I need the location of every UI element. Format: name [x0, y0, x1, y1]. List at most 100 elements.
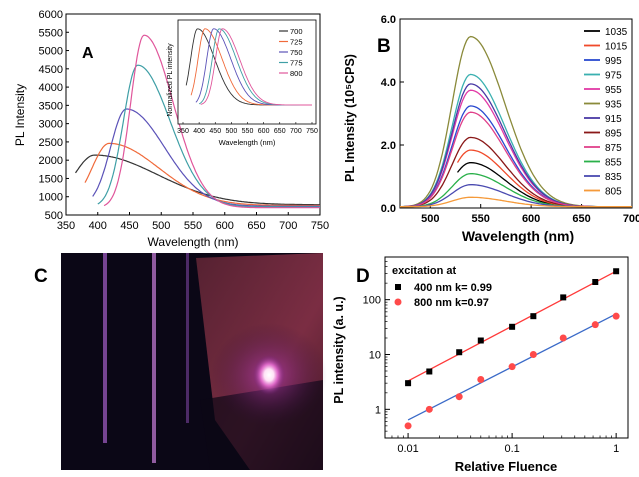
panel-b-legend-label: 895 [605, 129, 622, 140]
inset-series-line [200, 28, 312, 106]
panel-a-x-tick-label: 550 [184, 220, 202, 232]
panel-a-y-tick-label: 2500 [39, 137, 63, 149]
inset-x-tick-label: 750 [306, 128, 318, 135]
panel-b-legend-label: 955 [605, 85, 622, 96]
inset-y-axis-label: Normalized PL intensity [167, 43, 174, 117]
panel-a-inset: 350 400 450 500 550 600 650 700 750 700725750775… [167, 19, 318, 147]
panel-d-data-point [477, 337, 484, 344]
panel-a-x-tick-label: 750 [311, 220, 329, 232]
panel-a-series-line [84, 142, 320, 207]
panel-a-y-tick-label: 5500 [39, 27, 63, 39]
inset-x-tick-label: 450 [209, 128, 221, 135]
panel-d-y-tick-label: 100 [363, 295, 381, 307]
panel-d-frame [384, 256, 629, 439]
glowing-sample-icon [253, 355, 285, 395]
panel-b-legend-label: 805 [605, 187, 622, 198]
inset-legend-label: 725 [290, 38, 303, 47]
panel-a-y-tick-label: 5000 [39, 46, 63, 58]
panel-d-x-axis-label: Relative Fluence [455, 459, 558, 474]
panel-b-series-line [400, 35, 632, 208]
panel-a-y-tick-label: 3500 [39, 100, 63, 112]
inset-frame [177, 19, 317, 125]
panel-d-data-point [529, 350, 537, 358]
panel-d-data-point [455, 393, 463, 401]
inset-legend-label: 750 [290, 48, 303, 57]
panel-d-legend-title: excitation at [392, 265, 457, 277]
panel-b-y-tick-label: 4.0 [381, 77, 396, 89]
panel-d-data-point [404, 422, 412, 430]
panel-d-data-point [509, 323, 516, 330]
panel-b-legend-label: 975 [605, 71, 622, 82]
panel-d-data-point [426, 368, 433, 375]
inset-x-tick-label: 600 [258, 128, 270, 135]
panel-a-letter: A [82, 45, 94, 62]
panel-b-frame [399, 18, 633, 209]
panel-b-legend-label: 875 [605, 143, 622, 154]
panel-a-y-tick-label: 1000 [39, 192, 63, 204]
inset-x-tick-label: 350 [177, 128, 189, 135]
panel-a-y-tick-label: 4000 [39, 82, 63, 94]
inset-x-axis-label: Wavelength (nm) [219, 138, 276, 147]
photo-rod-right [186, 253, 189, 423]
panel-b-chart: 0.0 2.0 4.0 6.0 500 550 600 650 700 1035 1015 995… [343, 14, 639, 244]
panel-d-data-point [405, 380, 412, 387]
panel-a-x-tick-label: 700 [279, 220, 297, 232]
panel-a-x-tick-label: 450 [120, 220, 138, 232]
panel-d-data-point [612, 312, 620, 320]
panel-b-legend-label: 1015 [605, 42, 628, 53]
panel-d-legend-label: 400 nm k= 0.99 [414, 282, 492, 294]
panel-d-x-tick-label: 1 [613, 443, 619, 455]
panel-d-data-point [530, 313, 537, 320]
panel-b-legend-label: 835 [605, 172, 622, 183]
panel-b-legend-label: 995 [605, 56, 622, 67]
panel-d-data-point [560, 294, 567, 301]
panel-a-x-tick-label: 350 [57, 220, 75, 232]
panel-d-x-tick-label: 0.1 [504, 443, 519, 455]
panel-a-y-tick-label: 4500 [39, 64, 63, 76]
inset-legend-label: 775 [290, 59, 303, 68]
panel-b-y-tick-label: 2.0 [381, 140, 396, 152]
panel-b-legend-label: 915 [605, 114, 622, 125]
panel-d-data-point [508, 363, 516, 371]
panel-b-x-tick-label: 700 [623, 213, 639, 225]
panel-a-x-tick-label: 500 [152, 220, 170, 232]
panel-b-x-tick-label: 600 [522, 213, 540, 225]
panel-b-series-line [400, 196, 632, 208]
panel-a-series-line [75, 154, 320, 206]
inset-legend-label: 800 [290, 69, 303, 78]
panel-b-y-tick-label: 6.0 [381, 14, 396, 26]
panel-b-legend-label: 1035 [605, 27, 628, 38]
panel-d-data-point [592, 278, 599, 285]
panel-a-chart: 500 1000 1500 2000 2500 3000 3500 4000 4500 5000 5… [13, 9, 329, 249]
panel-d-legend-label: 800 nm k=0.97 [414, 297, 489, 309]
photo-rod-middle [152, 253, 156, 463]
panel-d-data-point [559, 334, 567, 342]
panel-b-legend-label: 855 [605, 158, 622, 169]
panel-d-chart: 1 10 100 0.01 0.1 1 excitation at 400 nm k= 0… [332, 256, 629, 474]
panel-d-legend-marker [394, 298, 402, 306]
panel-a-series-line [103, 34, 320, 209]
inset-x-tick-label: 650 [274, 128, 286, 135]
panel-c-letter: C [34, 266, 48, 287]
panel-a-series-line [92, 108, 320, 207]
panel-a-y-axis-label: PL Intensity [13, 84, 27, 146]
panel-d-letter: D [356, 266, 370, 287]
panel-d-data-point [591, 321, 599, 329]
panel-c-photo: C [34, 253, 327, 470]
panel-a-y-tick-label: 6000 [39, 9, 63, 21]
panel-b-y-tick-label: 0.0 [381, 203, 396, 215]
panel-a-y-tick-label: 3000 [39, 119, 63, 131]
panel-d-y-axis-label: PL intensity (a. u.) [332, 296, 346, 403]
panel-d-data-point [613, 268, 620, 275]
panel-d-data-point [425, 405, 433, 413]
panel-d-data-point [477, 375, 485, 383]
panel-d-legend-marker [395, 284, 401, 290]
inset-x-tick-label: 700 [290, 128, 302, 135]
panel-d-x-tick-label: 0.01 [397, 443, 418, 455]
panel-d-data-point [456, 349, 463, 356]
panel-a-x-tick-label: 600 [216, 220, 234, 232]
panel-b-x-tick-label: 550 [472, 213, 490, 225]
panel-a-y-tick-label: 2000 [39, 155, 63, 167]
panel-d-y-tick-label: 10 [369, 349, 381, 361]
